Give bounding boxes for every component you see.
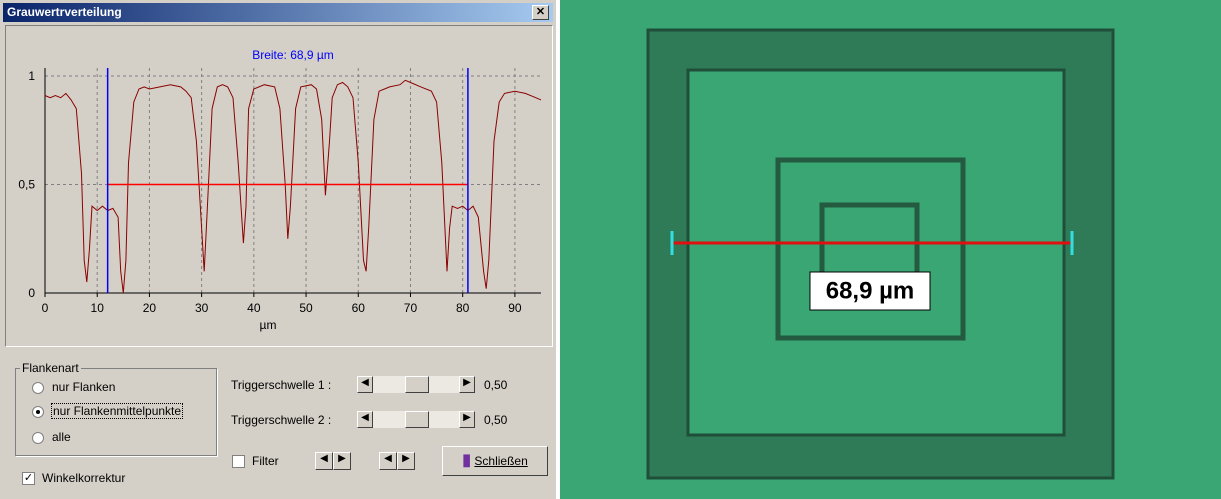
x-tick-label: 90 (508, 301, 522, 315)
label-box (809, 271, 931, 311)
y-tick-label: 0 (28, 286, 35, 300)
x-tick-label: 20 (143, 301, 157, 315)
checkbox-label[interactable]: Winkelkorrektur (42, 471, 126, 485)
nav-button[interactable]: ◀ (379, 452, 397, 470)
radio-label[interactable]: nur Flanken (52, 380, 116, 394)
chart-title: Breite: 68,9 µm (252, 48, 334, 62)
data-line (44, 79, 542, 294)
checkbox[interactable]: ✓ (22, 472, 35, 485)
trigger-value: 0,50 (484, 378, 508, 392)
measure-label: 68,9 µm (826, 277, 915, 304)
nav-button[interactable]: ◀ (315, 452, 333, 470)
close-button[interactable]: ▮ Schließen (442, 446, 548, 476)
chart: Breite: 68,9 µm 0 10 20 30 40 50 60 70 80 90 0 0,5 1 µ… (18, 48, 542, 332)
x-tick-label: 30 (195, 301, 209, 315)
x-tick-label: 50 (299, 301, 313, 315)
nav-button[interactable]: ▶ (397, 452, 415, 470)
radio[interactable] (32, 406, 44, 418)
window-title: Grauwertrverteilung (7, 5, 122, 19)
door-icon: ▮ (462, 452, 472, 469)
x-tick-label: 0 (42, 301, 49, 315)
slider[interactable]: ◀ ▶ (357, 376, 475, 393)
nav-button[interactable]: ▶ (333, 452, 351, 470)
trigger-label: Triggerschwelle 1 : (231, 378, 332, 392)
y-tick-label: 0,5 (18, 178, 35, 192)
mid-square (775, 157, 966, 341)
radio-label[interactable]: alle (52, 430, 71, 444)
close-x[interactable]: ✕ (532, 5, 549, 20)
x-tick-label: 10 (91, 301, 105, 315)
radio[interactable] (32, 382, 44, 394)
y-tick-label: 1 (28, 69, 35, 83)
x-tick-label: 70 (404, 301, 418, 315)
x-tick-label: 80 (456, 301, 470, 315)
radio-label[interactable]: nur Flankenmittelpunkte (51, 403, 184, 419)
title-bar: Grauwertrverteilung ✕ (3, 3, 553, 22)
x-axis-label: µm (260, 318, 277, 332)
slider[interactable]: ◀ ▶ (357, 411, 475, 428)
dialog: Grauwertrverteilung ✕ Breite: 68,9 µm 0 10… (0, 0, 556, 499)
trigger-value: 0,50 (484, 413, 508, 427)
plot-area (45, 68, 541, 293)
checkbox[interactable] (232, 455, 245, 468)
close-label[interactable]: Schließen (474, 454, 528, 468)
inner-square (686, 68, 1066, 437)
chart-panel: Breite: 68,9 µm 0 10 20 30 40 50 60 70 80 90 0 0,5 1 µ… (5, 25, 553, 347)
microscope-image: 68,9 µm (560, 0, 1221, 499)
x-tick-label: 40 (247, 301, 261, 315)
checkbox-label[interactable]: Filter (252, 454, 279, 468)
group-box (15, 368, 217, 456)
x-tick-label: 60 (352, 301, 366, 315)
group-label: Flankenart (20, 361, 81, 375)
radio[interactable] (32, 432, 44, 444)
trigger-label: Triggerschwelle 2 : (231, 413, 332, 427)
